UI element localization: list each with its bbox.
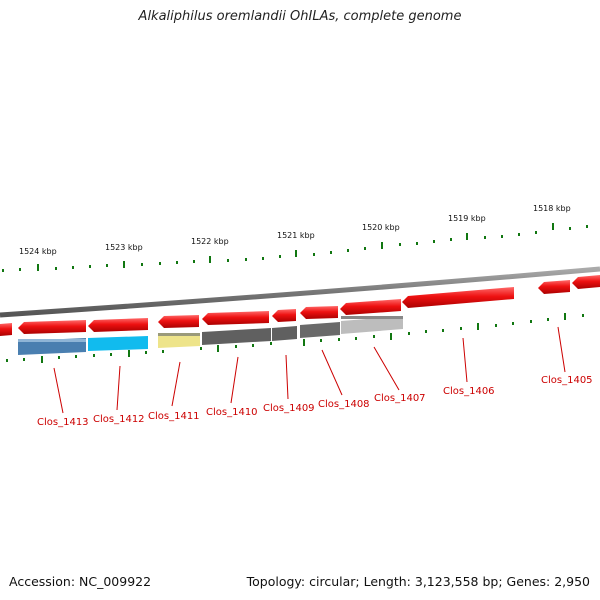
blast-hit-clos-1411[interactable] <box>158 333 200 348</box>
blast-hit-highlight <box>158 333 200 336</box>
gene-label-clos-1409[interactable]: Clos_1409 <box>263 403 315 414</box>
scale-label-1520: 1520 kbp <box>362 223 400 232</box>
blast-hit-clos-1412[interactable] <box>88 336 148 351</box>
gene-labels: Clos_1413 Clos_1412 Clos_1411 Clos_1410 … <box>37 375 593 428</box>
outer-minor-ticks <box>2 225 588 272</box>
map-title: Alkaliphilus oremlandii OhILAs, complete… <box>138 9 462 24</box>
scale-labels: 1524 kbp 1523 kbp 1522 kbp 1521 kbp 1520… <box>19 204 571 256</box>
gene-feature-partial-left[interactable] <box>0 323 12 336</box>
gene-feature-clos-1406[interactable] <box>402 287 514 308</box>
scale-label-1522: 1522 kbp <box>191 237 229 246</box>
gene-label-clos-1411[interactable]: Clos_1411 <box>148 411 200 422</box>
blast-track <box>18 316 403 355</box>
gene-label-clos-1408[interactable]: Clos_1408 <box>318 399 370 410</box>
gene-track <box>0 275 600 336</box>
gene-feature-clos-1410[interactable] <box>202 311 269 325</box>
blast-hit-clos-1409[interactable] <box>272 326 297 341</box>
genome-summary-text: Topology: circular; Length: 3,123,558 bp… <box>246 574 590 589</box>
blast-hit-clos-1413[interactable] <box>18 338 86 355</box>
gene-label-clos-1412[interactable]: Clos_1412 <box>93 414 145 425</box>
inner-scale-track <box>6 313 584 363</box>
blast-hit-clos-1410[interactable] <box>202 328 271 345</box>
gene-feature-clos-1412[interactable] <box>88 318 148 332</box>
scale-label-1518: 1518 kbp <box>533 204 571 213</box>
gene-feature-clos-1409[interactable] <box>272 309 296 322</box>
gene-label-clos-1410[interactable]: Clos_1410 <box>206 407 258 418</box>
blast-hit-highlight <box>18 339 86 342</box>
callout-lines <box>53 326 566 414</box>
gene-label-clos-1407[interactable]: Clos_1407 <box>374 393 426 404</box>
outer-scale-track <box>2 223 588 272</box>
gene-label-clos-1406[interactable]: Clos_1406 <box>443 386 495 397</box>
gene-feature-clos-1411[interactable] <box>158 315 199 328</box>
accession-text: Accession: NC_009922 <box>9 574 152 589</box>
gene-feature-clos-1407[interactable] <box>340 299 401 315</box>
scale-label-1523: 1523 kbp <box>105 243 143 252</box>
blast-hit-clos-1407[interactable] <box>341 316 403 334</box>
gene-label-clos-1413[interactable]: Clos_1413 <box>37 417 89 428</box>
scale-label-1521: 1521 kbp <box>277 231 315 240</box>
scale-label-1524: 1524 kbp <box>19 247 57 256</box>
gene-label-clos-1405[interactable]: Clos_1405 <box>541 375 593 386</box>
blast-hit-highlight <box>341 316 403 319</box>
blast-hit-clos-1408[interactable] <box>300 322 340 338</box>
gene-feature-clos-1408[interactable] <box>300 306 338 319</box>
gene-feature-clos-1413[interactable] <box>18 320 86 334</box>
gene-feature-partial-right[interactable] <box>572 275 600 289</box>
scale-label-1519: 1519 kbp <box>448 214 486 223</box>
genome-backbone <box>0 266 600 318</box>
outer-major-ticks <box>37 223 554 271</box>
gene-feature-clos-1405[interactable] <box>538 280 570 294</box>
